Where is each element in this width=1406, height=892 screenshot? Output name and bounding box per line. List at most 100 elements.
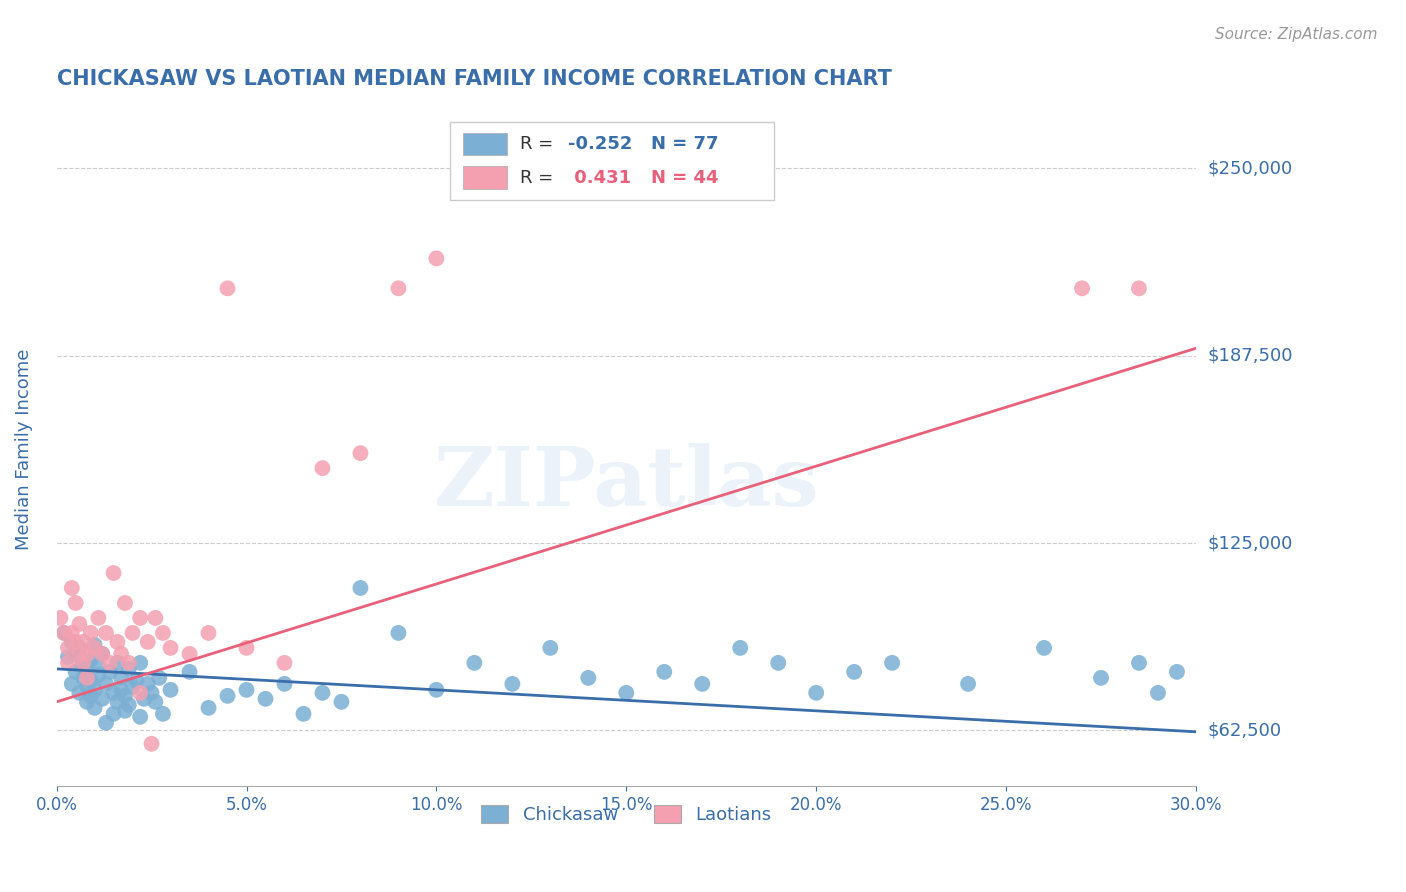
Point	[67, 616, 90, 631]
Point	[76, 695, 98, 709]
Point	[67, 647, 90, 661]
Point	[141, 686, 163, 700]
Point	[129, 710, 152, 724]
Point	[197, 701, 219, 715]
Text: R =: R =	[520, 169, 560, 186]
Point	[136, 677, 159, 691]
Point	[766, 656, 789, 670]
Point	[110, 682, 132, 697]
Point	[690, 677, 713, 691]
Point	[98, 656, 121, 670]
Point	[65, 596, 87, 610]
Point	[118, 662, 141, 676]
Point	[103, 686, 125, 700]
Point	[1128, 281, 1150, 295]
Point	[159, 640, 181, 655]
Point	[425, 682, 447, 697]
Point	[152, 706, 174, 721]
Point	[91, 691, 114, 706]
FancyBboxPatch shape	[464, 166, 506, 189]
Point	[105, 656, 128, 670]
Y-axis label: Median Family Income: Median Family Income	[15, 349, 32, 550]
Text: R =: R =	[520, 135, 560, 153]
Text: CHICKASAW VS LAOTIAN MEDIAN FAMILY INCOME CORRELATION CHART: CHICKASAW VS LAOTIAN MEDIAN FAMILY INCOM…	[56, 69, 891, 88]
Text: Source: ZipAtlas.com: Source: ZipAtlas.com	[1215, 27, 1378, 42]
Point	[87, 668, 110, 682]
Point	[53, 626, 76, 640]
Point	[103, 566, 125, 580]
Point	[235, 682, 257, 697]
Legend: Chickasaw, Laotians: Chickasaw, Laotians	[474, 797, 779, 831]
Point	[217, 281, 239, 295]
Text: $250,000: $250,000	[1208, 160, 1292, 178]
Text: N = 44: N = 44	[651, 169, 718, 186]
Point	[49, 611, 72, 625]
Point	[844, 665, 866, 679]
Point	[76, 680, 98, 694]
Point	[65, 665, 87, 679]
Point	[882, 656, 904, 670]
Point	[538, 640, 561, 655]
Point	[141, 737, 163, 751]
Point	[159, 682, 181, 697]
Point	[143, 611, 166, 625]
Point	[60, 677, 83, 691]
Text: $62,500: $62,500	[1208, 722, 1281, 739]
Point	[72, 656, 94, 670]
Point	[129, 656, 152, 670]
Text: ZIPatlas: ZIPatlas	[433, 443, 820, 523]
Point	[1166, 665, 1188, 679]
Point	[76, 671, 98, 685]
Point	[463, 656, 485, 670]
Point	[311, 461, 333, 475]
Point	[1090, 671, 1112, 685]
Point	[110, 671, 132, 685]
Point	[118, 698, 141, 712]
Point	[804, 686, 827, 700]
Point	[330, 695, 353, 709]
Point	[103, 706, 125, 721]
Point	[60, 626, 83, 640]
Point	[292, 706, 315, 721]
Point	[87, 658, 110, 673]
Point	[576, 671, 599, 685]
Point	[614, 686, 637, 700]
Point	[114, 689, 136, 703]
Point	[76, 662, 98, 676]
Point	[65, 647, 87, 661]
Point	[114, 596, 136, 610]
Point	[235, 640, 257, 655]
Point	[217, 689, 239, 703]
Point	[72, 656, 94, 670]
Point	[197, 626, 219, 640]
Point	[72, 635, 94, 649]
Point	[957, 677, 980, 691]
Point	[53, 626, 76, 640]
Text: 0.431: 0.431	[568, 169, 631, 186]
Point	[110, 647, 132, 661]
Point	[83, 638, 105, 652]
Point	[152, 626, 174, 640]
Point	[1071, 281, 1094, 295]
Point	[67, 686, 90, 700]
Point	[105, 635, 128, 649]
Point	[83, 640, 105, 655]
Point	[94, 677, 117, 691]
Point	[387, 626, 409, 640]
Point	[80, 689, 103, 703]
Point	[179, 665, 201, 679]
Text: $187,500: $187,500	[1208, 347, 1292, 365]
Point	[60, 635, 83, 649]
Point	[132, 691, 155, 706]
Point	[80, 626, 103, 640]
Point	[387, 281, 409, 295]
Point	[311, 686, 333, 700]
Point	[143, 695, 166, 709]
Point	[65, 635, 87, 649]
Point	[254, 691, 277, 706]
Point	[129, 686, 152, 700]
Text: $125,000: $125,000	[1208, 534, 1292, 552]
Point	[94, 626, 117, 640]
Point	[121, 626, 143, 640]
Point	[114, 704, 136, 718]
